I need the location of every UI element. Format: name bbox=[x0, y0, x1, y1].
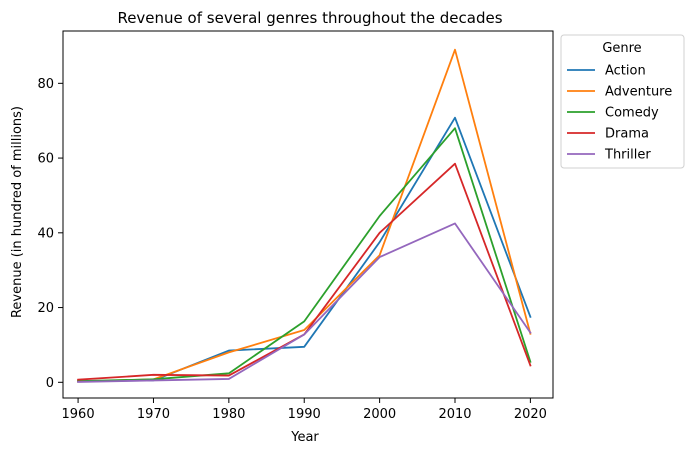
legend-label: Drama bbox=[605, 127, 649, 142]
series-line-action bbox=[77, 116, 532, 383]
y-axis-label: Revenue (in hundred of millions) bbox=[10, 106, 25, 318]
y-tick-label: 80 bbox=[37, 77, 54, 92]
x-axis-label: Year bbox=[290, 430, 319, 445]
series-line-comedy bbox=[77, 127, 532, 383]
x-tick-label: 2010 bbox=[438, 407, 471, 422]
legend-label: Action bbox=[605, 64, 646, 79]
legend: Genre Action Adventure Comedy Drama Thriller bbox=[560, 34, 685, 169]
plot-area bbox=[62, 30, 554, 399]
y-tick-label: 60 bbox=[37, 152, 54, 167]
x-tick-label: 2000 bbox=[363, 407, 396, 422]
y-tick-label: 0 bbox=[46, 376, 54, 391]
x-axis: 1960 1970 1980 1990 2000 2010 2020 bbox=[62, 398, 547, 422]
y-axis: 0 20 40 60 80 bbox=[37, 77, 63, 391]
x-tick-label: 1980 bbox=[212, 407, 245, 422]
legend-title: Genre bbox=[602, 41, 641, 56]
chart-title: Revenue of several genres throughout the… bbox=[117, 9, 502, 27]
legend-item-thriller: Thriller bbox=[567, 148, 651, 163]
legend-items: Action Adventure Comedy Drama Thriller bbox=[567, 64, 672, 163]
series-layer bbox=[77, 48, 532, 383]
x-tick-label: 1990 bbox=[288, 407, 321, 422]
x-tick-label: 2020 bbox=[514, 407, 547, 422]
legend-label: Adventure bbox=[605, 85, 672, 100]
y-tick-label: 40 bbox=[37, 226, 54, 241]
y-tick-label: 20 bbox=[37, 301, 54, 316]
x-tick-label: 1970 bbox=[137, 407, 170, 422]
x-tick-label: 1960 bbox=[62, 407, 95, 422]
legend-box bbox=[560, 34, 685, 169]
legend-item-comedy: Comedy bbox=[567, 106, 659, 121]
legend-label: Comedy bbox=[605, 106, 659, 121]
legend-item-adventure: Adventure bbox=[567, 85, 672, 100]
legend-label: Thriller bbox=[604, 148, 651, 163]
series-line-thriller bbox=[77, 222, 532, 383]
legend-item-action: Action bbox=[567, 64, 646, 79]
legend-item-drama: Drama bbox=[567, 127, 649, 142]
plot-frame bbox=[62, 30, 554, 399]
series-line-adventure bbox=[77, 48, 532, 383]
